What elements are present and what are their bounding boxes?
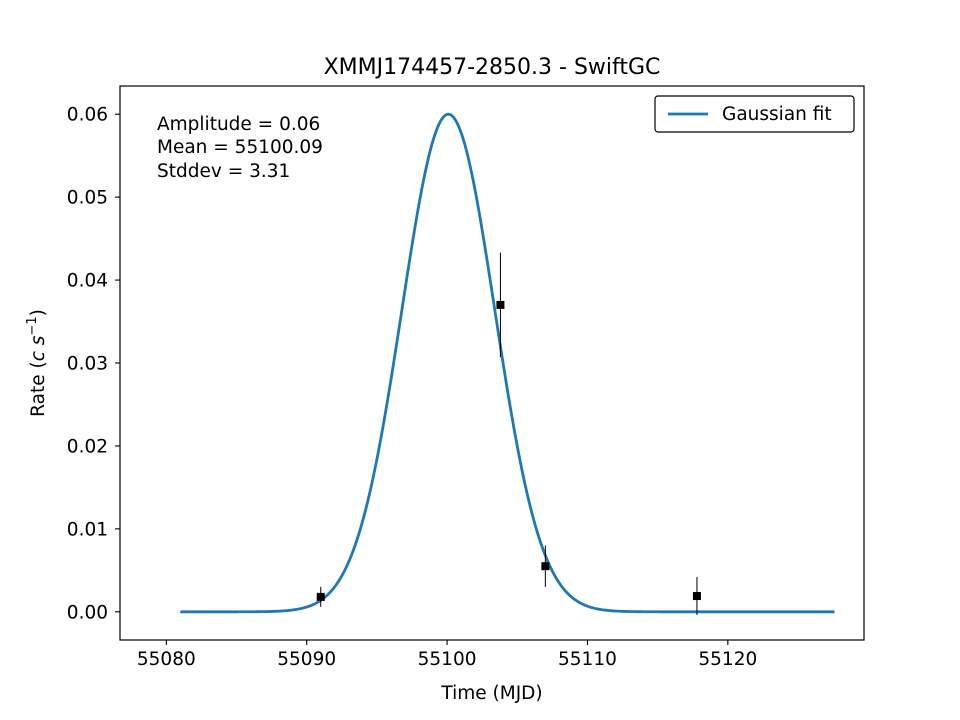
x-tick-label: 55110 [558,649,617,670]
annotation-stddev: Stddev = 3.31 [157,161,290,182]
legend: Gaussian fit [654,95,855,133]
y-tick-label: 0.06 [67,105,108,126]
legend-box [654,95,855,133]
legend-label-gaussian-fit: Gaussian fit [722,104,832,125]
x-tick-label: 55090 [277,649,336,670]
data-point-marker [316,592,325,601]
y-tick-label: 0.05 [67,188,108,209]
series-layer [180,112,835,616]
annotation-amplitude: Amplitude = 0.06 [157,114,320,135]
x-tick-label: 55120 [698,649,757,670]
fit-parameters-annotation: Amplitude = 0.06 Mean = 55100.09 Stddev … [157,114,323,182]
y-axis-label: Rate (c s−1) [25,309,49,417]
data-point-marker [692,592,701,601]
annotation-mean: Mean = 55100.09 [157,137,323,158]
y-tick-label: 0.01 [67,519,108,540]
y-axis-ticks: 0.00 0.01 0.02 0.03 0.04 0.05 0.06 [67,105,120,623]
x-tick-label: 55080 [137,649,196,670]
y-tick-label: 0.03 [67,354,108,375]
gaussian-fit-line [180,112,835,614]
data-point-marker [541,562,550,571]
y-tick-label: 0.00 [67,602,108,623]
chart-title: XMMJ174457-2850.3 - SwiftGC [324,55,661,80]
x-tick-label: 55100 [418,649,477,670]
data-point-marker [496,300,505,309]
y-tick-label: 0.04 [67,271,108,292]
x-axis-ticks: 55080 55090 55100 55110 55120 [137,640,757,670]
y-tick-label: 0.02 [67,436,108,457]
x-axis-label: Time (MJD) [440,683,542,704]
plot-area: 55080 55090 55100 55110 55120 0.000.010.020.… [67,85,865,670]
